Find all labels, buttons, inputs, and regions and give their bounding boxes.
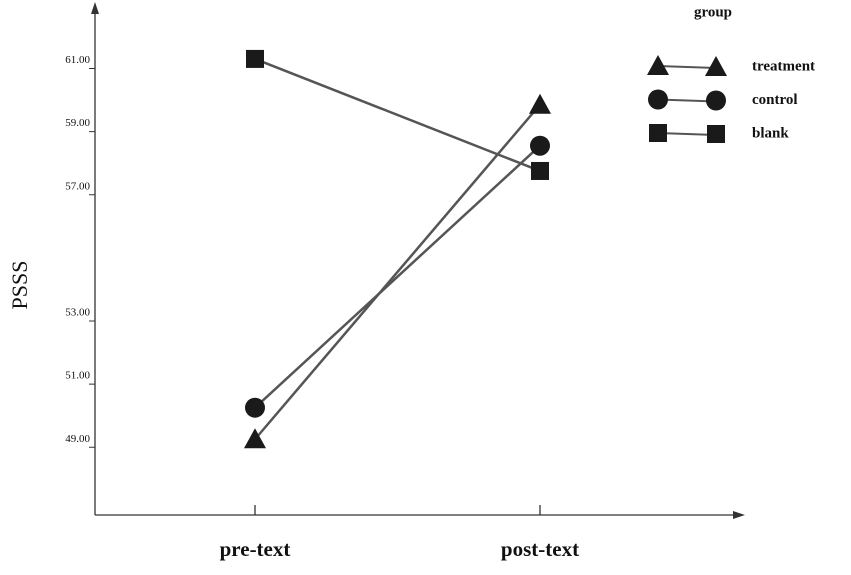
y-tick-label: 61.00 — [65, 54, 90, 66]
x-tick-label: pre-text — [220, 537, 291, 561]
legend-marker — [705, 56, 727, 76]
y-tick-label: 53.00 — [65, 307, 90, 319]
legend-marker — [649, 124, 667, 142]
data-point — [246, 49, 264, 68]
legend-label: blank — [752, 125, 789, 141]
legend-marker — [706, 90, 726, 111]
data-point — [530, 135, 550, 156]
y-tick-label: 51.00 — [65, 370, 90, 382]
series-line — [254, 103, 541, 441]
legend-title: group — [694, 4, 732, 20]
y-tick-label: 49.00 — [65, 433, 90, 445]
x-tick-label: post-text — [501, 537, 579, 561]
y-tick-label: 59.00 — [65, 117, 90, 129]
y-axis-arrow — [91, 2, 99, 14]
x-axis-arrow — [733, 511, 745, 519]
data-point — [245, 397, 265, 418]
data-point — [531, 161, 549, 180]
series-line — [254, 144, 541, 409]
legend-line — [657, 132, 717, 136]
legend-label: treatment — [752, 58, 815, 74]
data-point — [244, 428, 266, 449]
y-tick-label: 57.00 — [65, 180, 90, 192]
y-axis-label: PSSS — [7, 261, 32, 310]
data-point — [529, 93, 551, 114]
legend-marker — [707, 125, 725, 143]
legend-marker — [647, 55, 669, 75]
legend-label: control — [752, 92, 798, 108]
legend-line — [657, 65, 717, 69]
series-line — [254, 57, 541, 173]
legend-marker — [648, 89, 668, 110]
